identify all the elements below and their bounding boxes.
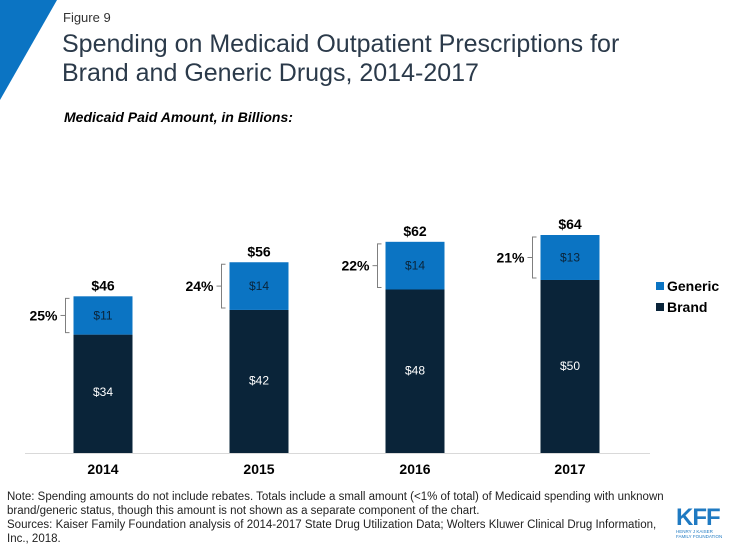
data-label-brand-2017: $50 xyxy=(560,359,580,373)
generic-share-label-2017: 21% xyxy=(496,249,525,265)
data-label-brand-2014: $34 xyxy=(93,385,113,399)
chart-subtitle: Medicaid Paid Amount, in Billions: xyxy=(64,109,293,125)
total-label-2016: $62 xyxy=(403,223,427,239)
bar-brand-2015 xyxy=(229,309,289,453)
x-tick-label-2015: 2015 xyxy=(243,461,274,477)
share-bracket-2016 xyxy=(377,243,382,288)
x-tick-label-2014: 2014 xyxy=(87,461,118,477)
chart-title: Spending on Medicaid Outpatient Prescrip… xyxy=(62,30,732,88)
figure-label: Figure 9 xyxy=(63,10,111,25)
bar-brand-2017 xyxy=(540,279,600,453)
x-tick-label-2017: 2017 xyxy=(554,461,585,477)
chart-title-line-2: Brand and Generic Drugs, 2014-2017 xyxy=(62,59,479,87)
note-text: Note: Spending amounts do not include re… xyxy=(7,491,664,517)
data-label-generic-2016: $14 xyxy=(405,259,425,273)
data-label-generic-2014: $11 xyxy=(93,308,112,322)
total-label-2015: $56 xyxy=(247,243,271,259)
generic-share-label-2015: 24% xyxy=(185,278,214,294)
share-bracket-2015 xyxy=(221,263,226,309)
data-label-brand-2015: $42 xyxy=(249,373,269,387)
total-label-2014: $46 xyxy=(91,277,115,293)
stacked-bar-chart: $34 $11 $46 25% 2014 $42 $14 $56 24% 2015 $48 $14 $6… xyxy=(25,216,719,477)
bar-generic-2015 xyxy=(229,262,289,310)
footnote: Note: Spending amounts do not include re… xyxy=(7,490,667,546)
x-tick-label-2016: 2016 xyxy=(399,461,430,477)
generic-share-label-2016: 22% xyxy=(341,258,370,274)
kff-logo: KFF HENRY J KAISER FAMILY FOUNDATION xyxy=(676,504,726,540)
data-label-brand-2016: $48 xyxy=(405,364,425,378)
legend-swatch-brand xyxy=(656,303,664,311)
corner-decoration xyxy=(0,0,57,100)
chart-title-line-1: Spending on Medicaid Outpatient Prescrip… xyxy=(62,30,620,58)
total-label-2017: $64 xyxy=(558,216,582,232)
bar-brand-2016 xyxy=(385,289,445,453)
legend-label-generic: Generic xyxy=(667,278,719,294)
logo-subtext-2: FAMILY FOUNDATION xyxy=(676,534,723,539)
share-bracket-2014 xyxy=(65,297,70,334)
bar-generic-2016 xyxy=(385,241,445,290)
share-bracket-2017 xyxy=(532,236,537,279)
logo-text: KFF xyxy=(676,504,721,531)
bar-generic-2017 xyxy=(540,235,600,280)
data-label-generic-2015: $14 xyxy=(249,279,269,293)
legend-label-brand: Brand xyxy=(667,299,707,315)
data-label-generic-2017: $13 xyxy=(560,250,580,264)
sources-text: Sources: Kaiser Family Foundation analys… xyxy=(7,519,657,545)
generic-share-label-2014: 25% xyxy=(29,307,58,323)
bar-generic-2014 xyxy=(73,296,133,335)
logo-subtext-1: HENRY J KAISER xyxy=(676,529,713,534)
bar-brand-2014 xyxy=(73,334,133,453)
legend-swatch-generic xyxy=(656,282,664,290)
